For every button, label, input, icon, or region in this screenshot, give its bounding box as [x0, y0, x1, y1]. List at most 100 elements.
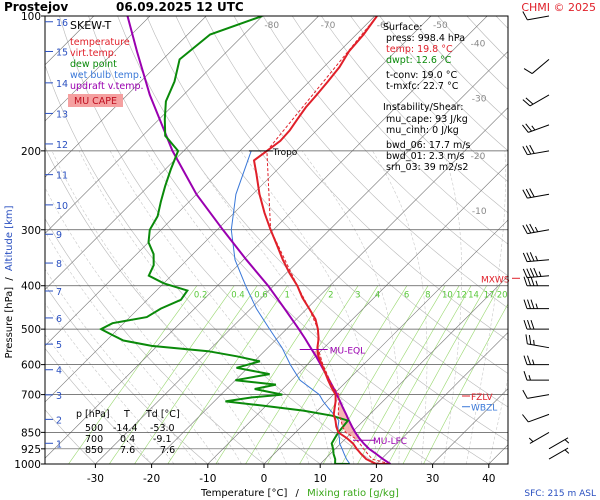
mixing-ratio-label: 6 — [404, 291, 409, 301]
table-row-td: -53.0 — [150, 423, 175, 434]
legend-title: SKEW-T — [70, 19, 112, 32]
mixing-ratio-label: 2 — [328, 291, 333, 301]
isotherm — [376, 331, 508, 464]
altitude-tick-label: 12 — [56, 140, 68, 151]
table-header-t: T — [123, 409, 130, 420]
wind-barb-feather — [523, 319, 528, 330]
isotherm — [45, 16, 488, 459]
wind-barb-half-feather — [535, 255, 539, 261]
wind-barb-staff — [527, 259, 550, 263]
wind-barb — [522, 413, 550, 423]
y-axis-label-altitude: Altitude [km] — [4, 205, 15, 271]
wind-barb-feather — [522, 124, 529, 133]
moist-adiabat — [45, 302, 175, 464]
isotherm-label: -50 — [433, 21, 448, 31]
dewpoint-line — [98, 16, 350, 464]
station-name: Prostejov — [4, 0, 68, 14]
wind-barb-feather — [522, 99, 531, 107]
instability-title: Instability/Shear: — [383, 102, 463, 113]
isotherm — [45, 16, 319, 291]
plot-frame — [44, 15, 509, 465]
wind-barb-half-feather — [535, 280, 538, 286]
mixing-ratio-label: 20 — [497, 291, 508, 301]
x-axis-label-mixing: Mixing ratio [g/kg] — [307, 488, 399, 499]
moist-adiabat — [51, 150, 265, 464]
pressure-tick-label: 700 — [21, 390, 41, 402]
wind-barb-feather — [530, 319, 535, 330]
wind-barb-feather — [525, 97, 534, 105]
wind-barb-feather — [527, 276, 531, 286]
svg-text:Pressure [hPa] / A: Pressure [hPa] / Altitude [km] — [4, 205, 15, 358]
wind-barb — [523, 355, 549, 366]
mixing-ratio-label: 12 — [456, 291, 467, 301]
x-axis-separator: / — [296, 488, 300, 499]
isotherm-label: -60 — [377, 21, 392, 31]
wind-barb-feather — [527, 319, 531, 330]
wind-barb — [522, 223, 550, 235]
altitude-tick-label: 10 — [56, 201, 68, 212]
temperature-tick-label: 40 — [482, 473, 495, 485]
wetbulb-line — [230, 150, 351, 464]
wind-barb-half-feather — [564, 449, 570, 454]
table-row-t: -14.4 — [113, 423, 138, 434]
wind-barb — [528, 431, 550, 444]
fzlv-label: FZLV — [471, 393, 493, 403]
pressure-tick-label: 1000 — [14, 459, 41, 471]
isotherm-label: -40 — [471, 40, 486, 50]
tropopause-label: Tropo — [272, 148, 298, 158]
wind-barb-feather — [525, 334, 528, 344]
srh-03-value: srh_03: 39 m2/s2 — [386, 162, 468, 173]
wind-barb-staff — [548, 447, 569, 460]
isotherm-label: -80 — [264, 21, 279, 31]
wind-barb-feather — [525, 123, 533, 132]
mixing-ratio-label: 17 — [484, 291, 495, 301]
axes: 1002003004005006007008509251000123456789… — [14, 11, 495, 485]
wind-barb-feather — [525, 145, 532, 155]
isotherm — [151, 107, 508, 464]
legend: SKEW-T temperature virt.temp. dew point … — [68, 19, 144, 107]
wind-barb-feather — [528, 335, 532, 345]
temperature-tick-label: -10 — [199, 473, 216, 485]
dry-adiabat — [291, 16, 508, 245]
mucape-swatch — [68, 94, 123, 107]
wind-barb-staff — [527, 15, 550, 21]
moist-adiabat — [372, 150, 428, 464]
y-axis-label-pressure: Pressure [hPa] — [4, 287, 15, 359]
surface-title: Surface: — [383, 22, 422, 33]
wind-barb — [525, 334, 550, 349]
wind-barb-feather — [525, 188, 532, 198]
wind-barb-feather — [522, 389, 528, 399]
table-row-p: 850 — [85, 445, 103, 456]
wbzl-label: WBZL — [471, 404, 497, 414]
temperature-tick-label: 10 — [314, 473, 327, 485]
legend-item-dewpoint: dew point — [70, 59, 117, 70]
pressure-tick-label: 300 — [21, 225, 41, 237]
x-axis-title: Temperature [°C] / Mixing ratio [g/kg] — [200, 488, 399, 499]
pressure-tick-label: 400 — [21, 281, 41, 293]
wind-barb — [523, 371, 549, 381]
altitude-tick-label: 8 — [56, 259, 62, 270]
wind-barb-feather — [527, 355, 531, 365]
wind-barb-feather — [523, 276, 528, 286]
altitude-tick-label: 5 — [56, 340, 62, 351]
mixing-ratio-label: 4 — [375, 291, 380, 301]
wind-barb-staff — [531, 59, 550, 74]
surface-dewpoint: dwpt: 12.6 °C — [386, 55, 452, 66]
legend-item-virtual-temperature: virt.temp. — [70, 48, 117, 59]
wind-barb-feather — [530, 276, 535, 286]
wind-barb — [548, 437, 570, 450]
dry-adiabat — [204, 16, 508, 341]
wind-barb-staff — [527, 394, 550, 399]
pressure-tick-label: 850 — [21, 427, 41, 439]
wind-barb-feather — [529, 252, 535, 262]
wind-barb-half-feather — [531, 125, 536, 131]
wind-barb — [522, 252, 550, 263]
isotherm — [95, 50, 508, 464]
wind-barb-staff — [528, 124, 550, 133]
altitude-tick-label: 2 — [56, 415, 62, 426]
wind-barb-half-feather — [535, 303, 538, 309]
wind-barb-half-feather — [533, 339, 535, 346]
